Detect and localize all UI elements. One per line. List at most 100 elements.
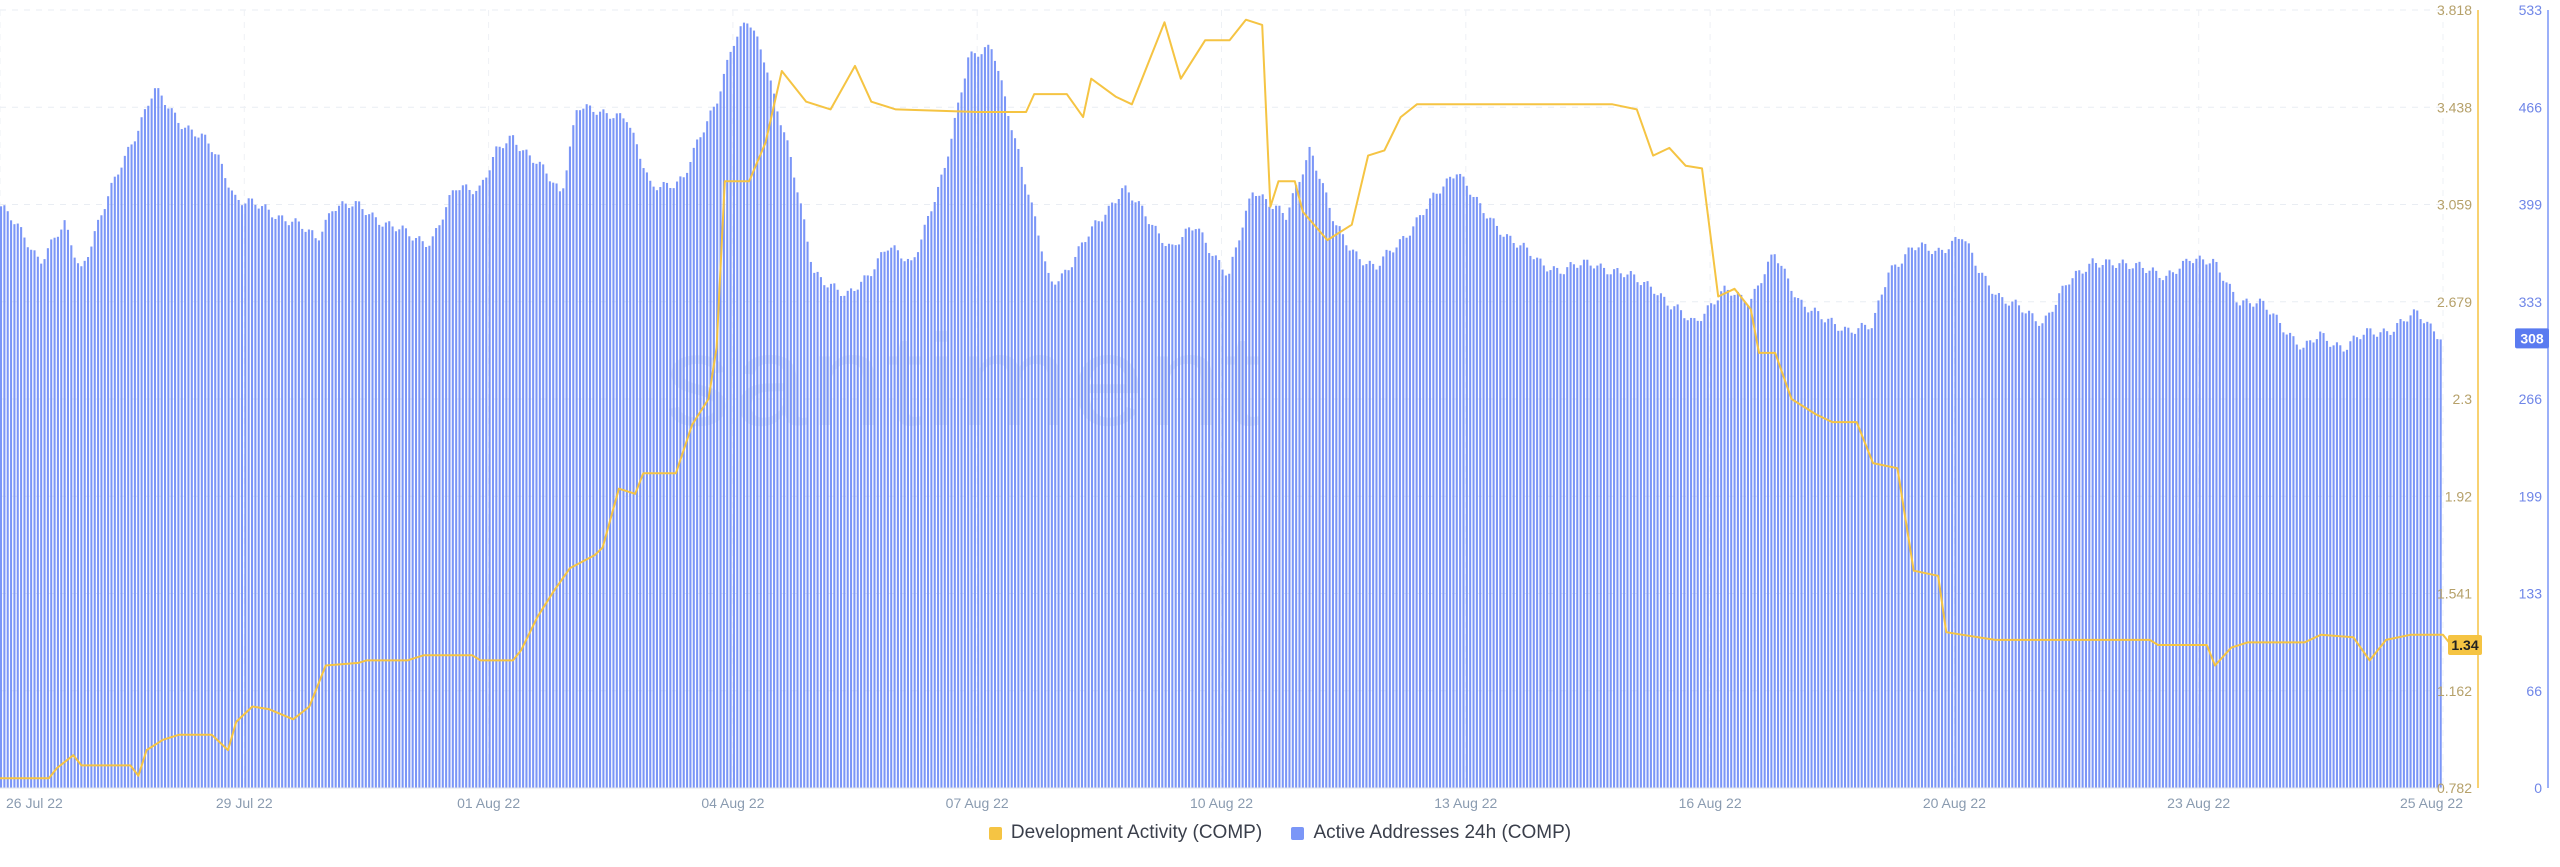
- active-addresses-bar: [759, 49, 762, 788]
- active-addresses-bar: [374, 217, 377, 788]
- active-addresses-bar: [1636, 282, 1639, 788]
- addresses-current-value-badge: [2515, 328, 2549, 349]
- active-addresses-bar: [2128, 268, 2131, 789]
- active-addresses-bar: [1131, 200, 1134, 788]
- active-addresses-bar: [1907, 247, 1910, 789]
- active-addresses-bar: [73, 257, 76, 788]
- active-addresses-bar: [649, 180, 652, 788]
- active-addresses-bar: [297, 221, 300, 789]
- development-current-value-badge: [2448, 635, 2482, 656]
- active-addresses-bar: [1539, 258, 1542, 789]
- active-addresses-bar: [1964, 241, 1967, 788]
- active-addresses-bar: [0, 206, 3, 788]
- active-addresses-bar: [1154, 225, 1157, 788]
- active-addresses-bar: [147, 105, 150, 788]
- active-addresses-bar: [498, 146, 501, 788]
- active-addresses-bar: [1556, 267, 1559, 788]
- active-addresses-bar: [274, 218, 277, 789]
- active-addresses-bar: [1341, 234, 1345, 789]
- legend-item-active-addresses[interactable]: Active Addresses 24h (COMP): [1291, 822, 1571, 844]
- active-addresses-bar: [1512, 243, 1515, 788]
- active-addresses-bar: [1569, 262, 1572, 788]
- active-addresses-bar: [947, 156, 950, 788]
- active-addresses-bar: [123, 155, 126, 789]
- active-addresses-bar: [2255, 303, 2258, 788]
- active-addresses-bar: [2319, 331, 2322, 788]
- y-tick-label-addresses: 399: [2519, 197, 2543, 213]
- active-addresses-bar: [1459, 173, 1462, 788]
- active-addresses-bar: [1679, 310, 1683, 788]
- active-addresses-bar: [2352, 335, 2355, 788]
- active-addresses-bar: [2178, 268, 2181, 788]
- active-addresses-bar: [2054, 304, 2057, 788]
- active-addresses-bar: [1097, 221, 1100, 788]
- active-addresses-bar: [2325, 340, 2328, 788]
- active-addresses-bar: [963, 78, 966, 788]
- active-addresses-bar: [2315, 339, 2318, 788]
- active-addresses-bar: [1462, 176, 1465, 788]
- active-addresses-bar: [354, 201, 357, 788]
- active-addresses-bar: [1321, 183, 1324, 789]
- active-addresses-bar: [1582, 259, 1585, 789]
- active-addresses-bar: [1787, 278, 1790, 788]
- active-addresses-bar: [2272, 313, 2275, 788]
- active-addresses-bar: [1833, 324, 1836, 788]
- active-addresses-bar: [1596, 265, 1599, 788]
- active-addresses-bar: [1127, 192, 1130, 788]
- active-addresses-bar: [1639, 285, 1642, 788]
- active-addresses-bar: [378, 224, 381, 788]
- active-addresses-bar: [2245, 298, 2248, 788]
- active-addresses-bar: [2094, 263, 2098, 788]
- legend-item-development-activity[interactable]: Development Activity (COMP): [988, 822, 1262, 844]
- active-addresses-bar: [1780, 265, 1783, 788]
- active-addresses-bar: [1981, 272, 1984, 788]
- active-addresses-bar: [495, 146, 498, 788]
- active-addresses-bar: [1606, 274, 1609, 788]
- active-addresses-bar: [3, 205, 6, 789]
- active-addresses-bar: [2305, 340, 2308, 788]
- active-addresses-bar: [2004, 303, 2007, 788]
- active-addresses-bar: [2068, 284, 2071, 788]
- active-addresses-bar: [605, 113, 608, 788]
- y-tick-label-addresses: 466: [2519, 99, 2543, 115]
- y-tick-label-addresses: 333: [2519, 294, 2543, 310]
- active-addresses-bar: [1475, 196, 1478, 788]
- active-addresses-bar: [799, 203, 802, 788]
- active-addresses-bar: [2268, 314, 2272, 788]
- active-addresses-bar: [1870, 328, 1873, 788]
- active-addresses-bar: [829, 283, 833, 788]
- active-addresses-bar: [43, 259, 46, 788]
- active-addresses-bar: [2198, 255, 2201, 788]
- active-addresses-bar: [930, 211, 933, 788]
- active-addresses-bar: [425, 247, 428, 788]
- active-addresses-bar: [997, 70, 1000, 788]
- active-addresses-bar: [46, 248, 49, 788]
- active-addresses-bar: [1067, 270, 1070, 788]
- active-addresses-bar: [2422, 323, 2425, 788]
- active-addresses-bar: [2279, 323, 2282, 788]
- active-addresses-bar: [1137, 201, 1140, 788]
- active-addresses-bar: [1124, 185, 1127, 788]
- active-addresses-bar: [589, 105, 592, 788]
- active-addresses-bar: [1134, 202, 1137, 788]
- active-addresses-bar: [1151, 224, 1154, 789]
- active-addresses-bar: [846, 290, 849, 788]
- active-addresses-bar: [1599, 263, 1602, 788]
- active-addresses-bar: [1435, 193, 1438, 788]
- active-addresses-bar: [1726, 289, 1729, 788]
- active-addresses-bar: [749, 27, 752, 789]
- active-addresses-bar: [1224, 275, 1227, 788]
- active-addresses-bar: [20, 227, 23, 788]
- active-addresses-bar: [324, 219, 327, 788]
- active-addresses-bar: [1455, 174, 1458, 788]
- active-addresses-bar: [843, 295, 846, 788]
- active-addresses-bar: [2158, 277, 2161, 788]
- active-addresses-bar: [1961, 239, 1964, 788]
- active-addresses-bar: [1566, 267, 1569, 788]
- active-addresses-bar: [6, 211, 9, 788]
- active-addresses-bar: [1301, 174, 1304, 788]
- active-addresses-bar: [338, 205, 341, 788]
- active-addresses-bar: [565, 170, 568, 788]
- active-addresses-bar: [471, 194, 474, 788]
